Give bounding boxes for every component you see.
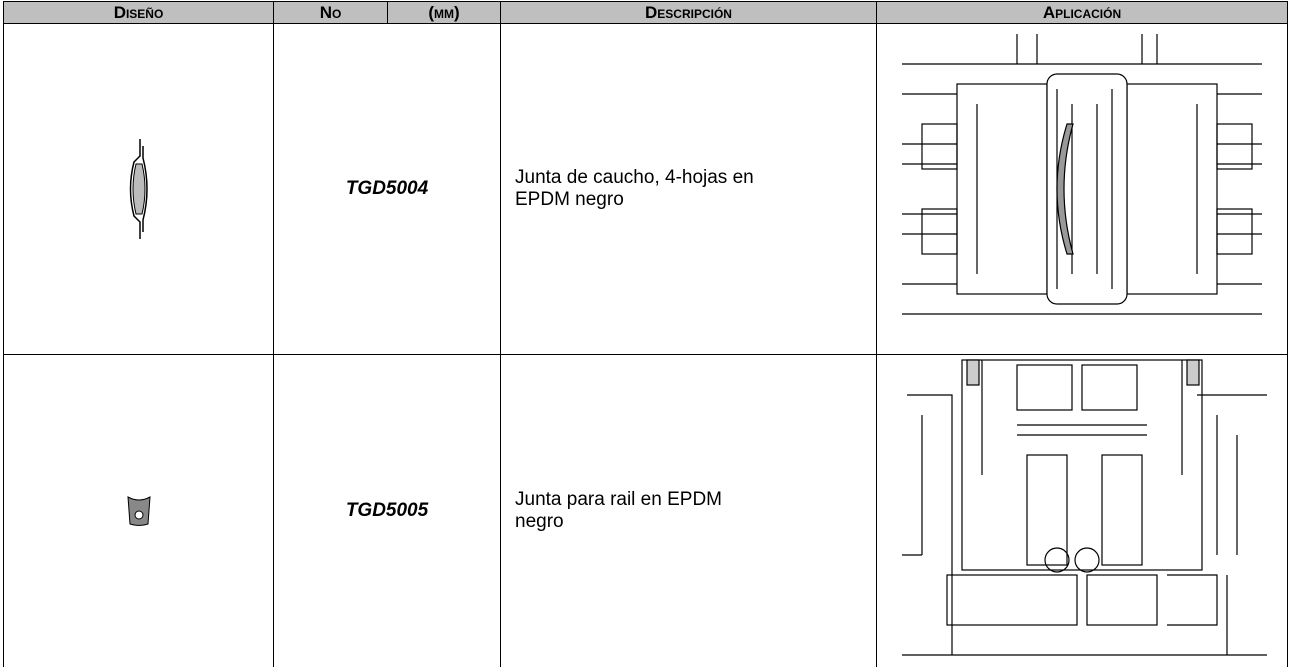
code-cell: TGD5004 [273, 23, 501, 355]
application-drawing [902, 34, 1262, 315]
header-cell: (mm) [387, 1, 501, 24]
profile-drawing [126, 495, 151, 526]
header-cell: Descripción [500, 1, 877, 24]
application-cell [876, 354, 1288, 667]
profile-drawing [129, 139, 148, 239]
profile-table: Diseño No (mm) Descripción Aplicación TG… [3, 1, 1288, 667]
row: TGD5004 Junta de caucho, 4-hojas en EPDM… [3, 23, 1288, 355]
header-cell: No [273, 1, 388, 24]
description-cell: Junta de caucho, 4-hojas en EPDM negro [500, 23, 877, 355]
header-row: Diseño No (mm) Descripción Aplicación [3, 1, 1288, 24]
description-cell: Junta para rail en EPDM negro [500, 354, 877, 667]
row: TGD5005 Junta para rail en EPDM negro [3, 354, 1288, 667]
application-drawing [902, 359, 1267, 656]
application-cell [876, 23, 1288, 355]
design-cell [3, 23, 274, 355]
header-cell: Aplicación [876, 1, 1288, 24]
code-cell: TGD5005 [273, 354, 501, 667]
description: Junta para rail en EPDM negro [515, 488, 722, 532]
description: Junta de caucho, 4-hojas en EPDM negro [515, 167, 754, 210]
design-cell [3, 354, 274, 667]
header-cell: Diseño [3, 1, 274, 24]
